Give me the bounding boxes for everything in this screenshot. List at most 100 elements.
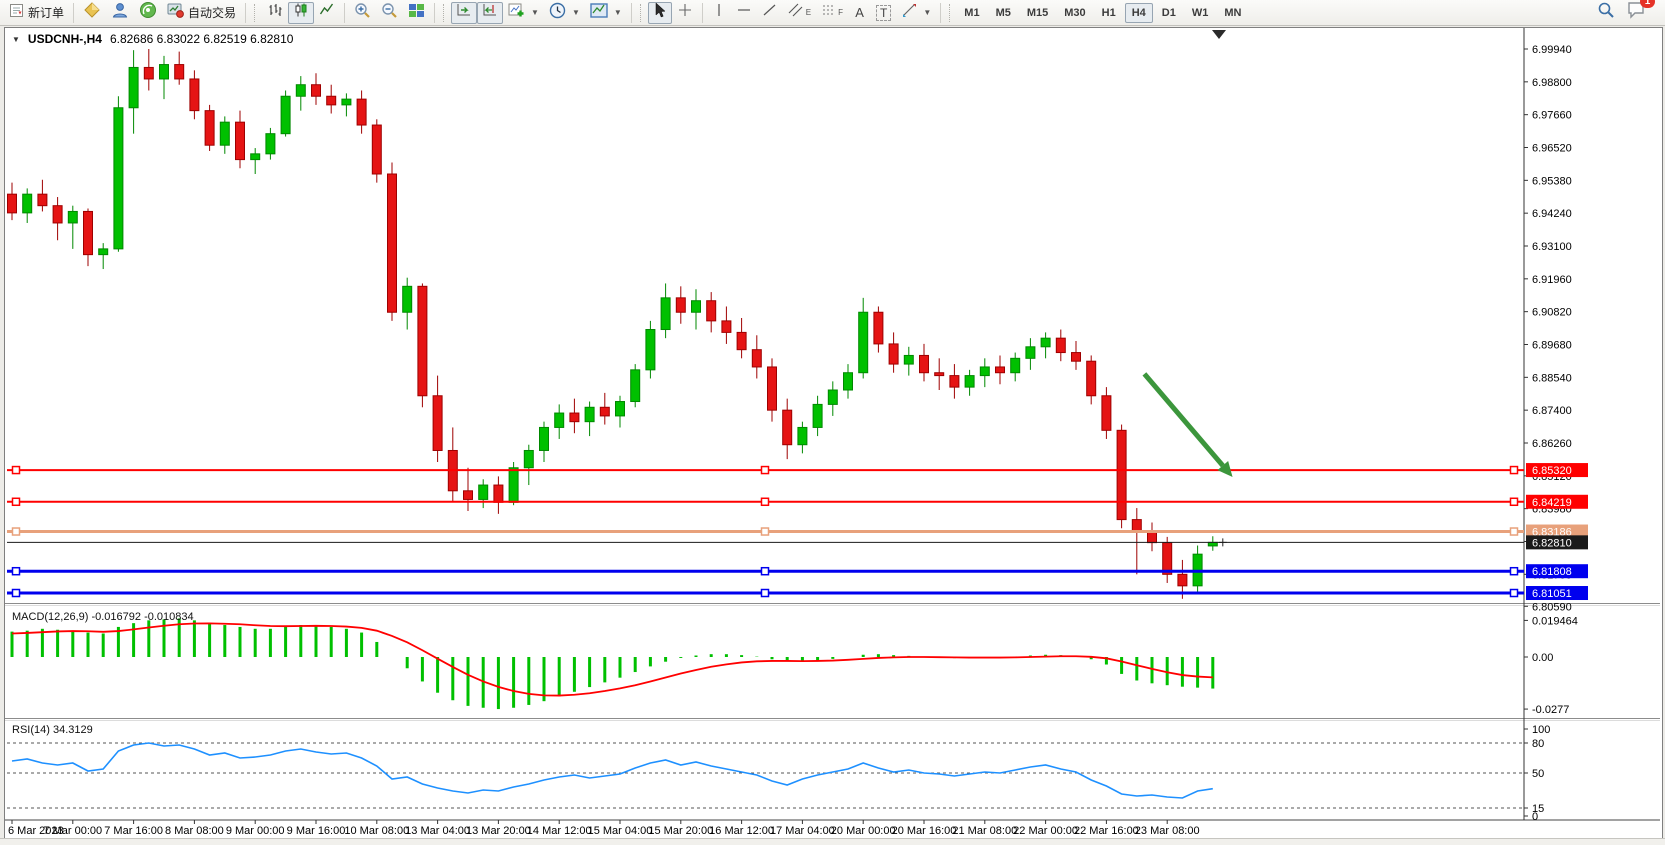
candle bbox=[1207, 541, 1218, 547]
cursor-tool-button[interactable] bbox=[647, 1, 672, 24]
toolbar-grip[interactable] bbox=[254, 3, 258, 22]
timeframe-button-D1[interactable]: D1 bbox=[1161, 6, 1176, 19]
level-handle[interactable] bbox=[760, 588, 770, 598]
chevron-down-icon[interactable]: ▼ bbox=[571, 8, 580, 17]
timeframe-button-MN[interactable]: MN bbox=[1224, 6, 1242, 19]
trendline-icon bbox=[762, 2, 778, 23]
fibonacci-tool-button[interactable]: F bbox=[816, 2, 848, 24]
price-label-box bbox=[1526, 535, 1588, 550]
time-label: 8 Mar 08:00 bbox=[165, 825, 224, 837]
collapse-icon[interactable]: ▼ bbox=[12, 34, 20, 44]
arrow-annotation-head[interactable] bbox=[1217, 461, 1233, 477]
toolbar-grip[interactable] bbox=[639, 3, 644, 22]
tile-windows-button[interactable] bbox=[403, 2, 430, 24]
chevron-down-icon[interactable]: ▼ bbox=[613, 8, 622, 17]
candle bbox=[371, 124, 382, 175]
candle bbox=[128, 66, 139, 109]
arrow-annotation[interactable] bbox=[1142, 372, 1225, 468]
vertical-line-tool-button[interactable] bbox=[707, 2, 731, 24]
chevron-down-icon[interactable]: ▼ bbox=[531, 8, 539, 17]
candle bbox=[523, 449, 534, 469]
toolbar-grip[interactable] bbox=[443, 3, 447, 22]
arrows-icon bbox=[901, 2, 917, 23]
timeframe-button-M5[interactable]: M5 bbox=[995, 6, 1011, 19]
level-handle[interactable] bbox=[11, 527, 21, 536]
candle bbox=[235, 121, 245, 161]
candle bbox=[630, 369, 641, 403]
candle bbox=[1162, 542, 1173, 575]
candle bbox=[1055, 337, 1066, 354]
chevron-down-icon[interactable]: ▼ bbox=[923, 8, 932, 17]
market-depth-button[interactable] bbox=[78, 2, 106, 24]
price-label-box bbox=[1526, 586, 1588, 601]
signals-button[interactable] bbox=[134, 2, 162, 24]
price-tick-label: 6.91960 bbox=[1532, 274, 1572, 286]
zoom-out-button[interactable] bbox=[376, 2, 403, 24]
level-handle[interactable] bbox=[11, 566, 21, 576]
auto-scroll-button[interactable] bbox=[451, 1, 478, 24]
level-handle[interactable] bbox=[1509, 527, 1519, 536]
level-handle[interactable] bbox=[11, 465, 21, 475]
chat-button[interactable]: 1 bbox=[1627, 0, 1655, 24]
indicators-button[interactable]: ▼ bbox=[503, 2, 544, 24]
level-handle[interactable] bbox=[1509, 566, 1519, 576]
time-label: 22 Mar 16:00 bbox=[1074, 825, 1139, 837]
tile-windows-icon bbox=[408, 3, 425, 23]
crosshair-tool-button[interactable] bbox=[672, 2, 698, 24]
candle bbox=[402, 285, 413, 313]
line-chart-type-button[interactable] bbox=[314, 2, 340, 24]
toolbar-separator bbox=[630, 2, 632, 23]
timeframe-button-W1[interactable]: W1 bbox=[1191, 6, 1209, 19]
text-tool-button[interactable]: A bbox=[848, 2, 871, 24]
indicators-icon bbox=[508, 2, 525, 23]
chart-symbol-period: USDCNH-,H4 bbox=[27, 32, 102, 46]
trendline-tool-button[interactable] bbox=[757, 2, 783, 24]
arrows-tool-button[interactable]: ▼ bbox=[896, 2, 936, 24]
chart-shift-button[interactable] bbox=[477, 1, 504, 24]
timeframe-button-H4[interactable]: H4 bbox=[1124, 2, 1153, 23]
candle bbox=[250, 153, 261, 161]
candle bbox=[83, 210, 93, 256]
timeframe-button-M15[interactable]: M15 bbox=[1026, 6, 1049, 19]
candle bbox=[22, 193, 33, 214]
rsi-tick-label: 15 bbox=[1532, 803, 1544, 815]
candle bbox=[843, 372, 853, 391]
periods-button[interactable]: ▼ bbox=[544, 2, 585, 24]
candle bbox=[280, 95, 291, 135]
search-icon[interactable] bbox=[1597, 1, 1615, 24]
autotrading-button[interactable]: 自动交易 bbox=[162, 2, 241, 24]
bar-chart-type-button[interactable] bbox=[262, 2, 288, 24]
chart-canvas[interactable]: 6.99940 6.98800 6.97660 6.96520 6.95380 6.942… bbox=[5, 28, 1660, 837]
toolbar: 新订单 自动交易 bbox=[0, 0, 1665, 26]
candle bbox=[736, 331, 747, 351]
time-label: 7 Mar 16:00 bbox=[104, 825, 163, 837]
candlestick-chart-type-button[interactable] bbox=[288, 1, 315, 24]
candle bbox=[964, 375, 975, 388]
community-button[interactable] bbox=[106, 2, 134, 24]
level-handle[interactable] bbox=[760, 465, 770, 475]
timeframe-button-M30[interactable]: M30 bbox=[1064, 6, 1086, 19]
chart-shift-marker[interactable] bbox=[1212, 30, 1226, 39]
level-handle[interactable] bbox=[760, 527, 770, 536]
price-tick-label: 6.86260 bbox=[1532, 438, 1572, 450]
templates-button[interactable]: ▼ bbox=[585, 2, 627, 24]
text-label-tool-button[interactable]: T bbox=[871, 2, 896, 24]
level-handle[interactable] bbox=[1509, 588, 1519, 598]
equidistant-channel-tool-button[interactable]: E bbox=[783, 2, 816, 24]
time-label: 17 Mar 04:00 bbox=[770, 825, 835, 837]
new-order-button[interactable]: 新订单 bbox=[4, 2, 69, 24]
horizontal-line-tool-button[interactable] bbox=[731, 2, 757, 24]
timeframe-button-H1[interactable]: H1 bbox=[1101, 6, 1116, 19]
level-handle[interactable] bbox=[11, 588, 21, 598]
candle bbox=[660, 297, 671, 331]
level-handle[interactable] bbox=[11, 497, 21, 507]
zoom-in-button[interactable] bbox=[349, 2, 376, 24]
autotrading-icon bbox=[167, 3, 184, 23]
level-handle[interactable] bbox=[1509, 465, 1519, 475]
candlestick-chart-icon bbox=[293, 2, 309, 23]
toolbar-grip[interactable] bbox=[949, 3, 953, 22]
level-handle[interactable] bbox=[1509, 497, 1519, 507]
level-handle[interactable] bbox=[760, 497, 770, 507]
level-handle[interactable] bbox=[760, 566, 770, 576]
timeframe-button-M1[interactable]: M1 bbox=[964, 6, 980, 19]
